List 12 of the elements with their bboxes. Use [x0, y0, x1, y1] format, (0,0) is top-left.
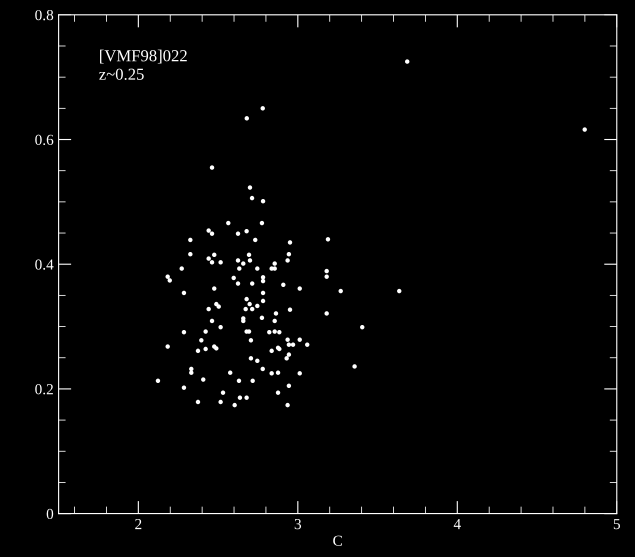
x-tick-label: 3 [294, 518, 302, 530]
y-tick-label: 0.4 [35, 259, 54, 270]
y-tick-label: 0 [46, 508, 54, 520]
x-tick-label: 5 [614, 519, 620, 530]
y-tick-label: 0.2 [35, 384, 53, 394]
annotation: [VMF98]022 [100, 50, 187, 64]
x-tick-label: 2 [135, 518, 142, 530]
y-tick-label: 0.8 [35, 10, 54, 20]
annotation: z~0.25 [99, 68, 144, 80]
y-tick-label: 0.6 [35, 134, 54, 146]
x-tick-label: 4 [454, 519, 461, 530]
x-axis-title: C [333, 536, 342, 546]
